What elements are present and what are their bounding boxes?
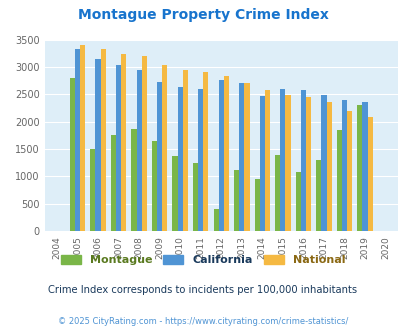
Bar [315,160,321,231]
Bar [279,89,285,231]
Bar [157,82,162,231]
Bar [321,95,326,231]
Bar [213,209,218,231]
Bar [254,179,259,231]
Bar [218,80,223,231]
Bar [259,96,264,231]
Bar [234,170,239,231]
Bar [362,103,367,231]
Text: © 2025 CityRating.com - https://www.cityrating.com/crime-statistics/: © 2025 CityRating.com - https://www.city… [58,317,347,326]
Bar [131,129,136,231]
Bar [244,83,249,231]
Bar [162,65,167,231]
Bar [75,49,80,231]
Bar [100,49,105,231]
Bar [285,95,290,231]
Bar [326,102,331,231]
Legend: Montague, California, National: Montague, California, National [58,251,347,269]
Text: Crime Index corresponds to incidents per 100,000 inhabitants: Crime Index corresponds to incidents per… [48,285,357,295]
Bar [90,149,95,231]
Bar [356,105,362,231]
Bar [239,83,244,231]
Bar [346,111,351,231]
Bar [136,70,141,231]
Bar [111,135,116,231]
Bar [305,97,310,231]
Bar [300,90,305,231]
Bar [198,89,203,231]
Bar [172,156,177,231]
Bar [264,90,269,231]
Text: Montague Property Crime Index: Montague Property Crime Index [77,8,328,22]
Bar [141,56,147,231]
Bar [177,87,182,231]
Bar [336,130,341,231]
Bar [192,163,198,231]
Bar [275,155,279,231]
Bar [80,45,85,231]
Bar [116,65,121,231]
Bar [121,54,126,231]
Bar [295,172,300,231]
Bar [70,78,75,231]
Bar [203,72,208,231]
Bar [182,70,188,231]
Bar [341,100,346,231]
Bar [151,141,157,231]
Bar [223,76,228,231]
Bar [367,117,372,231]
Bar [95,59,100,231]
